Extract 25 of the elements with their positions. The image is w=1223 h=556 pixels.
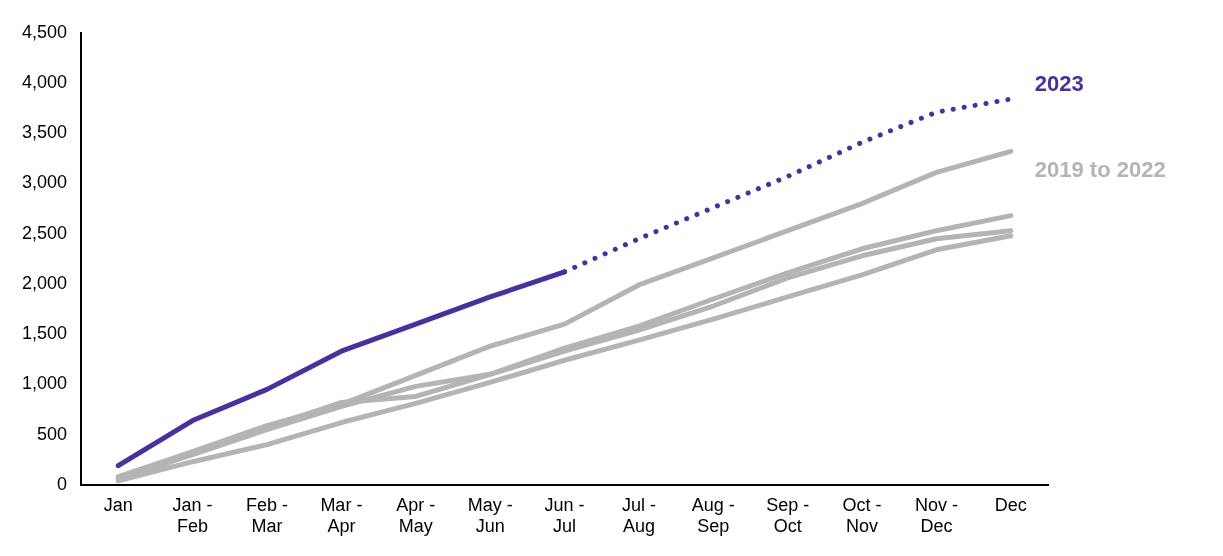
x-tick-label: Jan - Feb [172, 494, 213, 537]
x-tick-label: Dec [994, 494, 1027, 515]
x-tick-label: May - Jun [467, 494, 513, 537]
x-tick-label: Jan [103, 494, 133, 515]
x-tick-label: Mar - Apr [320, 494, 363, 537]
x-tick-label: Feb - Mar [245, 494, 289, 537]
y-tick-label: 2,000 [22, 272, 68, 293]
annotation: 2019 to 2022 [1034, 157, 1166, 183]
y-tick-label: 4,000 [22, 71, 68, 92]
y-tick-label: 2,500 [22, 222, 68, 243]
x-tick-label: Jul - Aug [621, 494, 656, 537]
x-tick-label: Sep - Oct [766, 494, 810, 537]
y-tick-label: 0 [57, 473, 68, 494]
x-tick-label: Oct - Nov [842, 494, 882, 537]
y-tick-label: 4,500 [22, 21, 68, 42]
annotation: 2023 [1034, 71, 1084, 97]
y-tick-label: 1,500 [22, 323, 68, 344]
y-tick-label: 500 [37, 423, 68, 444]
y-tick-label: 3,000 [22, 172, 68, 193]
x-tick-label: Apr - May [396, 494, 436, 537]
y-tick-label: 3,500 [22, 122, 68, 143]
y-tick-label: 1,000 [22, 373, 68, 394]
x-tick-label: Nov - Dec [914, 494, 958, 537]
x-tick-label: Aug - Sep [691, 494, 735, 537]
x-tick-label: Jun - Jul [544, 494, 585, 537]
